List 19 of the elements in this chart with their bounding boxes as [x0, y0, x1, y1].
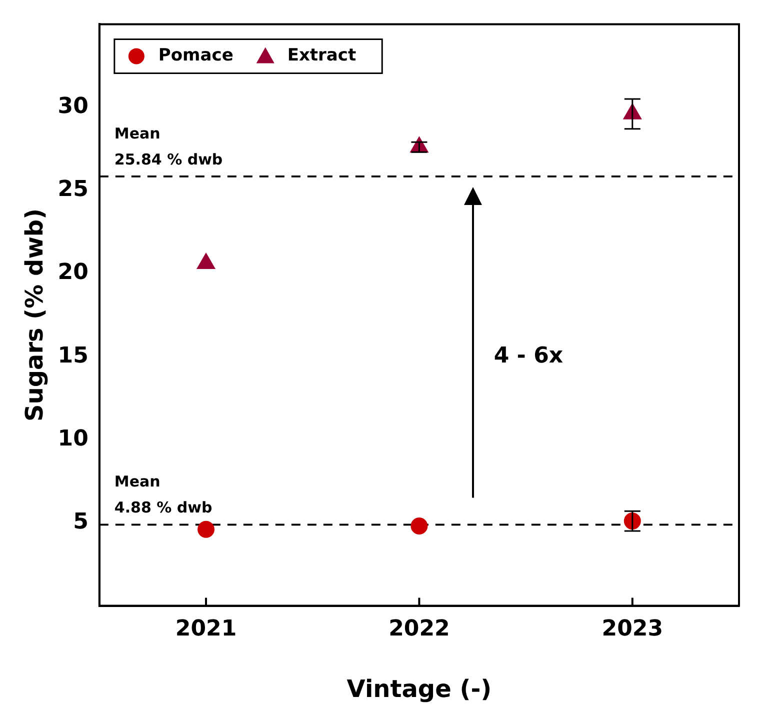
y-axis-title: Sugars (% dwb) — [20, 208, 49, 422]
point — [196, 252, 216, 269]
y-tick-label: 25 — [58, 177, 88, 202]
legend-label: Extract — [287, 46, 356, 66]
point — [198, 520, 215, 538]
annotation: 4 - 6x — [494, 343, 564, 368]
x-tick-label: 2023 — [602, 616, 664, 642]
ref-line-label: Mean 4.88 % dwb — [114, 472, 212, 517]
point — [410, 518, 428, 535]
y-tick-label: 30 — [58, 94, 88, 120]
y-tick-label: 10 — [58, 426, 88, 452]
y-tick-label: 15 — [58, 343, 88, 368]
y-tick-label: 20 — [58, 260, 88, 286]
x-axis-title: Vintage (-) — [346, 674, 492, 703]
x-tick-label: 2022 — [388, 616, 450, 642]
y-tick-label: 5 — [73, 509, 88, 534]
ref-line-label: Mean 25.84 % dwb — [114, 124, 223, 168]
x-tick-label: 2021 — [175, 616, 237, 642]
legend-label: Pomace — [158, 46, 234, 66]
